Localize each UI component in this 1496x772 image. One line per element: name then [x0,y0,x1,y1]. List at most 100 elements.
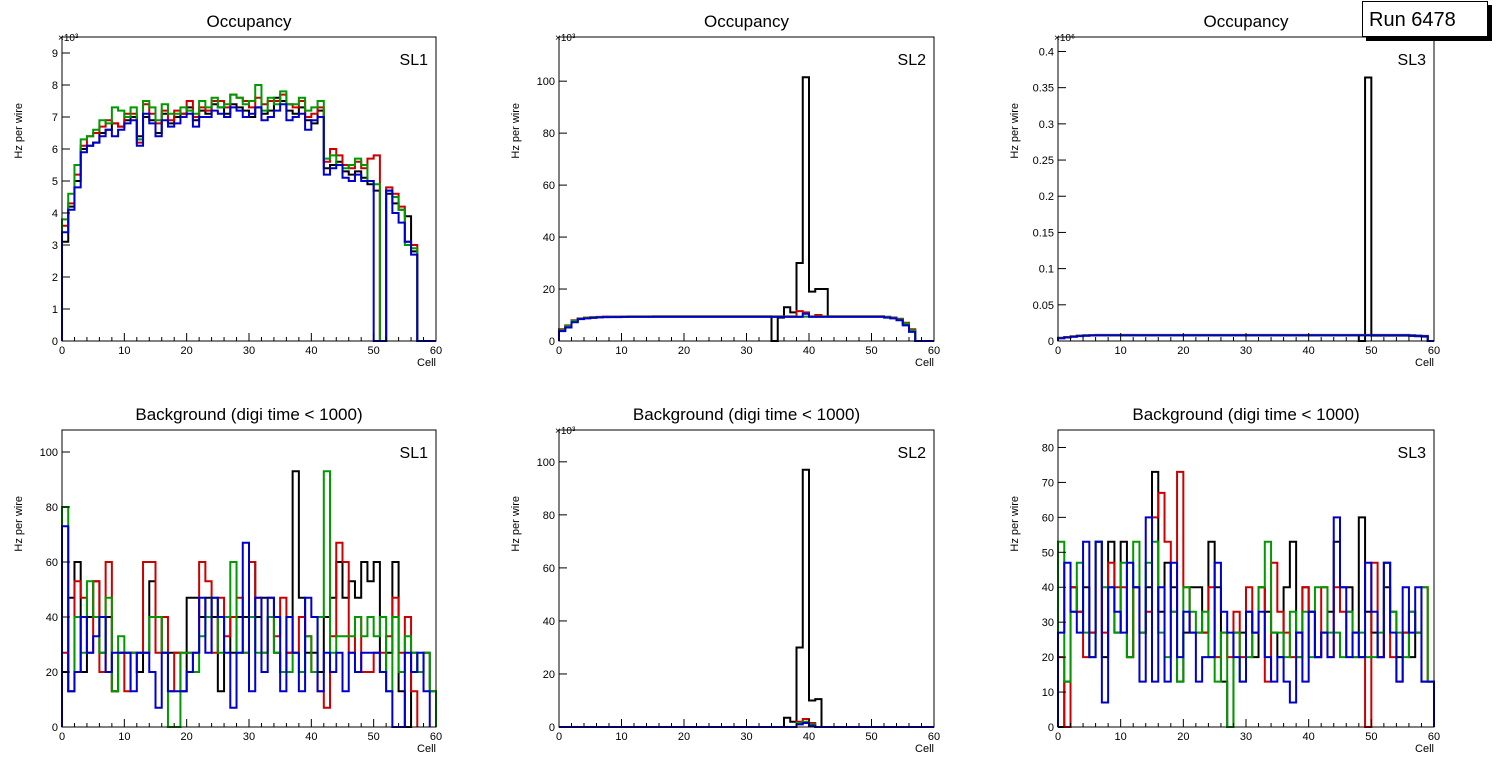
pad-title: Occupancy [1203,12,1289,31]
plot-frame [558,429,935,728]
pad-title: Occupancy [206,12,292,31]
superlayer-label: SL2 [898,52,927,69]
x-tick-label: 40 [305,731,317,743]
y-tick-label: 20 [543,669,555,681]
y-axis-exponent: ×10⁶ [1054,33,1075,44]
x-tick-label: 20 [1177,345,1189,357]
x-tick-label: 30 [243,731,255,743]
superlayer-label: SL3 [1398,445,1427,462]
y-tick-label: 60 [543,180,555,192]
y-tick-label: 80 [46,502,58,514]
x-tick-label: 50 [368,345,380,357]
y-axis-title: Hz per wire [13,496,25,552]
y-tick-label: 0.4 [1039,46,1054,58]
y-tick-label: 2 [52,272,58,284]
y-tick-label: 3 [52,240,58,252]
x-tick-label: 60 [430,345,442,357]
x-tick-label: 40 [1303,731,1315,743]
y-tick-label: 60 [1042,512,1054,524]
y-tick-label: 20 [1042,652,1054,664]
x-tick-label: 0 [556,731,562,743]
y-axis-exponent: ×10³ [58,33,79,44]
y-axis-title: Hz per wire [1009,496,1021,552]
x-tick-label: 10 [118,731,130,743]
series-layer3 [61,84,436,342]
x-tick-label: 60 [1428,731,1440,743]
plot-frame [1057,36,1435,342]
x-tick-label: 60 [1428,345,1440,357]
pad-6: Background (digi time < 1000) SL3 Cell Hz p… [1009,405,1440,755]
x-tick-label: 50 [368,731,380,743]
y-tick-label: 80 [1042,442,1054,454]
y-tick-label: 1 [52,304,58,316]
series-layer4 [61,103,436,342]
y-tick-label: 40 [543,616,555,628]
x-tick-label: 60 [928,731,940,743]
series-layer1 [559,468,934,728]
run-label-box: Run 6478 [1362,1,1488,37]
superlayer-label: SL2 [898,445,927,462]
x-tick-label: 20 [1177,731,1189,743]
x-tick-label: 30 [1240,345,1252,357]
y-tick-label: 30 [1042,617,1054,629]
x-axis-title: Cell [417,357,436,369]
plot-frame [558,36,935,342]
x-tick-label: 20 [678,345,690,357]
y-tick-label: 0.25 [1033,155,1054,167]
pad-5: Background (digi time < 1000) SL2 Cell Hz p… [510,405,940,755]
x-axis-title: Cell [417,743,436,755]
y-tick-label: 0 [52,336,58,348]
y-tick-label: 20 [46,667,58,679]
y-tick-label: 0.3 [1039,119,1054,131]
superlayer-label: SL1 [400,445,429,462]
y-tick-label: 0 [549,722,555,734]
x-tick-label: 60 [928,345,940,357]
x-tick-label: 40 [1303,345,1315,357]
x-tick-label: 0 [59,345,65,357]
x-tick-label: 30 [740,345,752,357]
series-layer1 [1057,76,1434,342]
y-tick-label: 60 [543,563,555,575]
y-tick-label: 20 [543,284,555,296]
x-tick-label: 60 [430,731,442,743]
y-axis-title: Hz per wire [1009,103,1021,159]
y-tick-label: 40 [543,232,555,244]
x-tick-label: 0 [1055,731,1061,743]
x-tick-label: 40 [803,345,815,357]
x-axis-title: Cell [1415,743,1434,755]
x-axis-title: Cell [915,743,934,755]
pad-title: Background (digi time < 1000) [135,405,362,424]
y-tick-label: 0 [52,722,58,734]
x-axis-title: Cell [1415,357,1434,369]
x-tick-label: 20 [181,345,193,357]
y-tick-label: 40 [1042,582,1054,594]
x-tick-label: 50 [1365,731,1377,743]
x-tick-label: 10 [615,731,627,743]
x-tick-label: 30 [740,731,752,743]
y-axis-exponent: ×10³ [555,426,576,437]
y-tick-label: 6 [52,144,58,156]
x-tick-label: 20 [181,731,193,743]
y-tick-label: 60 [46,557,58,569]
y-tick-label: 0 [549,336,555,348]
y-tick-label: 8 [52,80,58,92]
x-tick-label: 30 [1240,731,1252,743]
x-tick-label: 50 [865,731,877,743]
x-tick-label: 10 [1115,345,1127,357]
y-tick-label: 9 [52,48,58,60]
x-tick-label: 40 [305,345,317,357]
x-tick-label: 50 [1365,345,1377,357]
series-layer4 [61,525,431,728]
x-tick-label: 20 [678,731,690,743]
y-tick-label: 100 [40,447,58,459]
series-layer1 [558,76,934,342]
y-tick-label: 0.15 [1033,227,1054,239]
x-tick-label: 10 [615,345,627,357]
superlayer-label: SL1 [400,52,429,69]
y-tick-label: 4 [52,208,58,220]
x-tick-label: 10 [1115,731,1127,743]
y-tick-label: 0.05 [1033,300,1054,312]
pad-title: Occupancy [704,12,790,31]
y-axis-title: Hz per wire [13,103,25,159]
